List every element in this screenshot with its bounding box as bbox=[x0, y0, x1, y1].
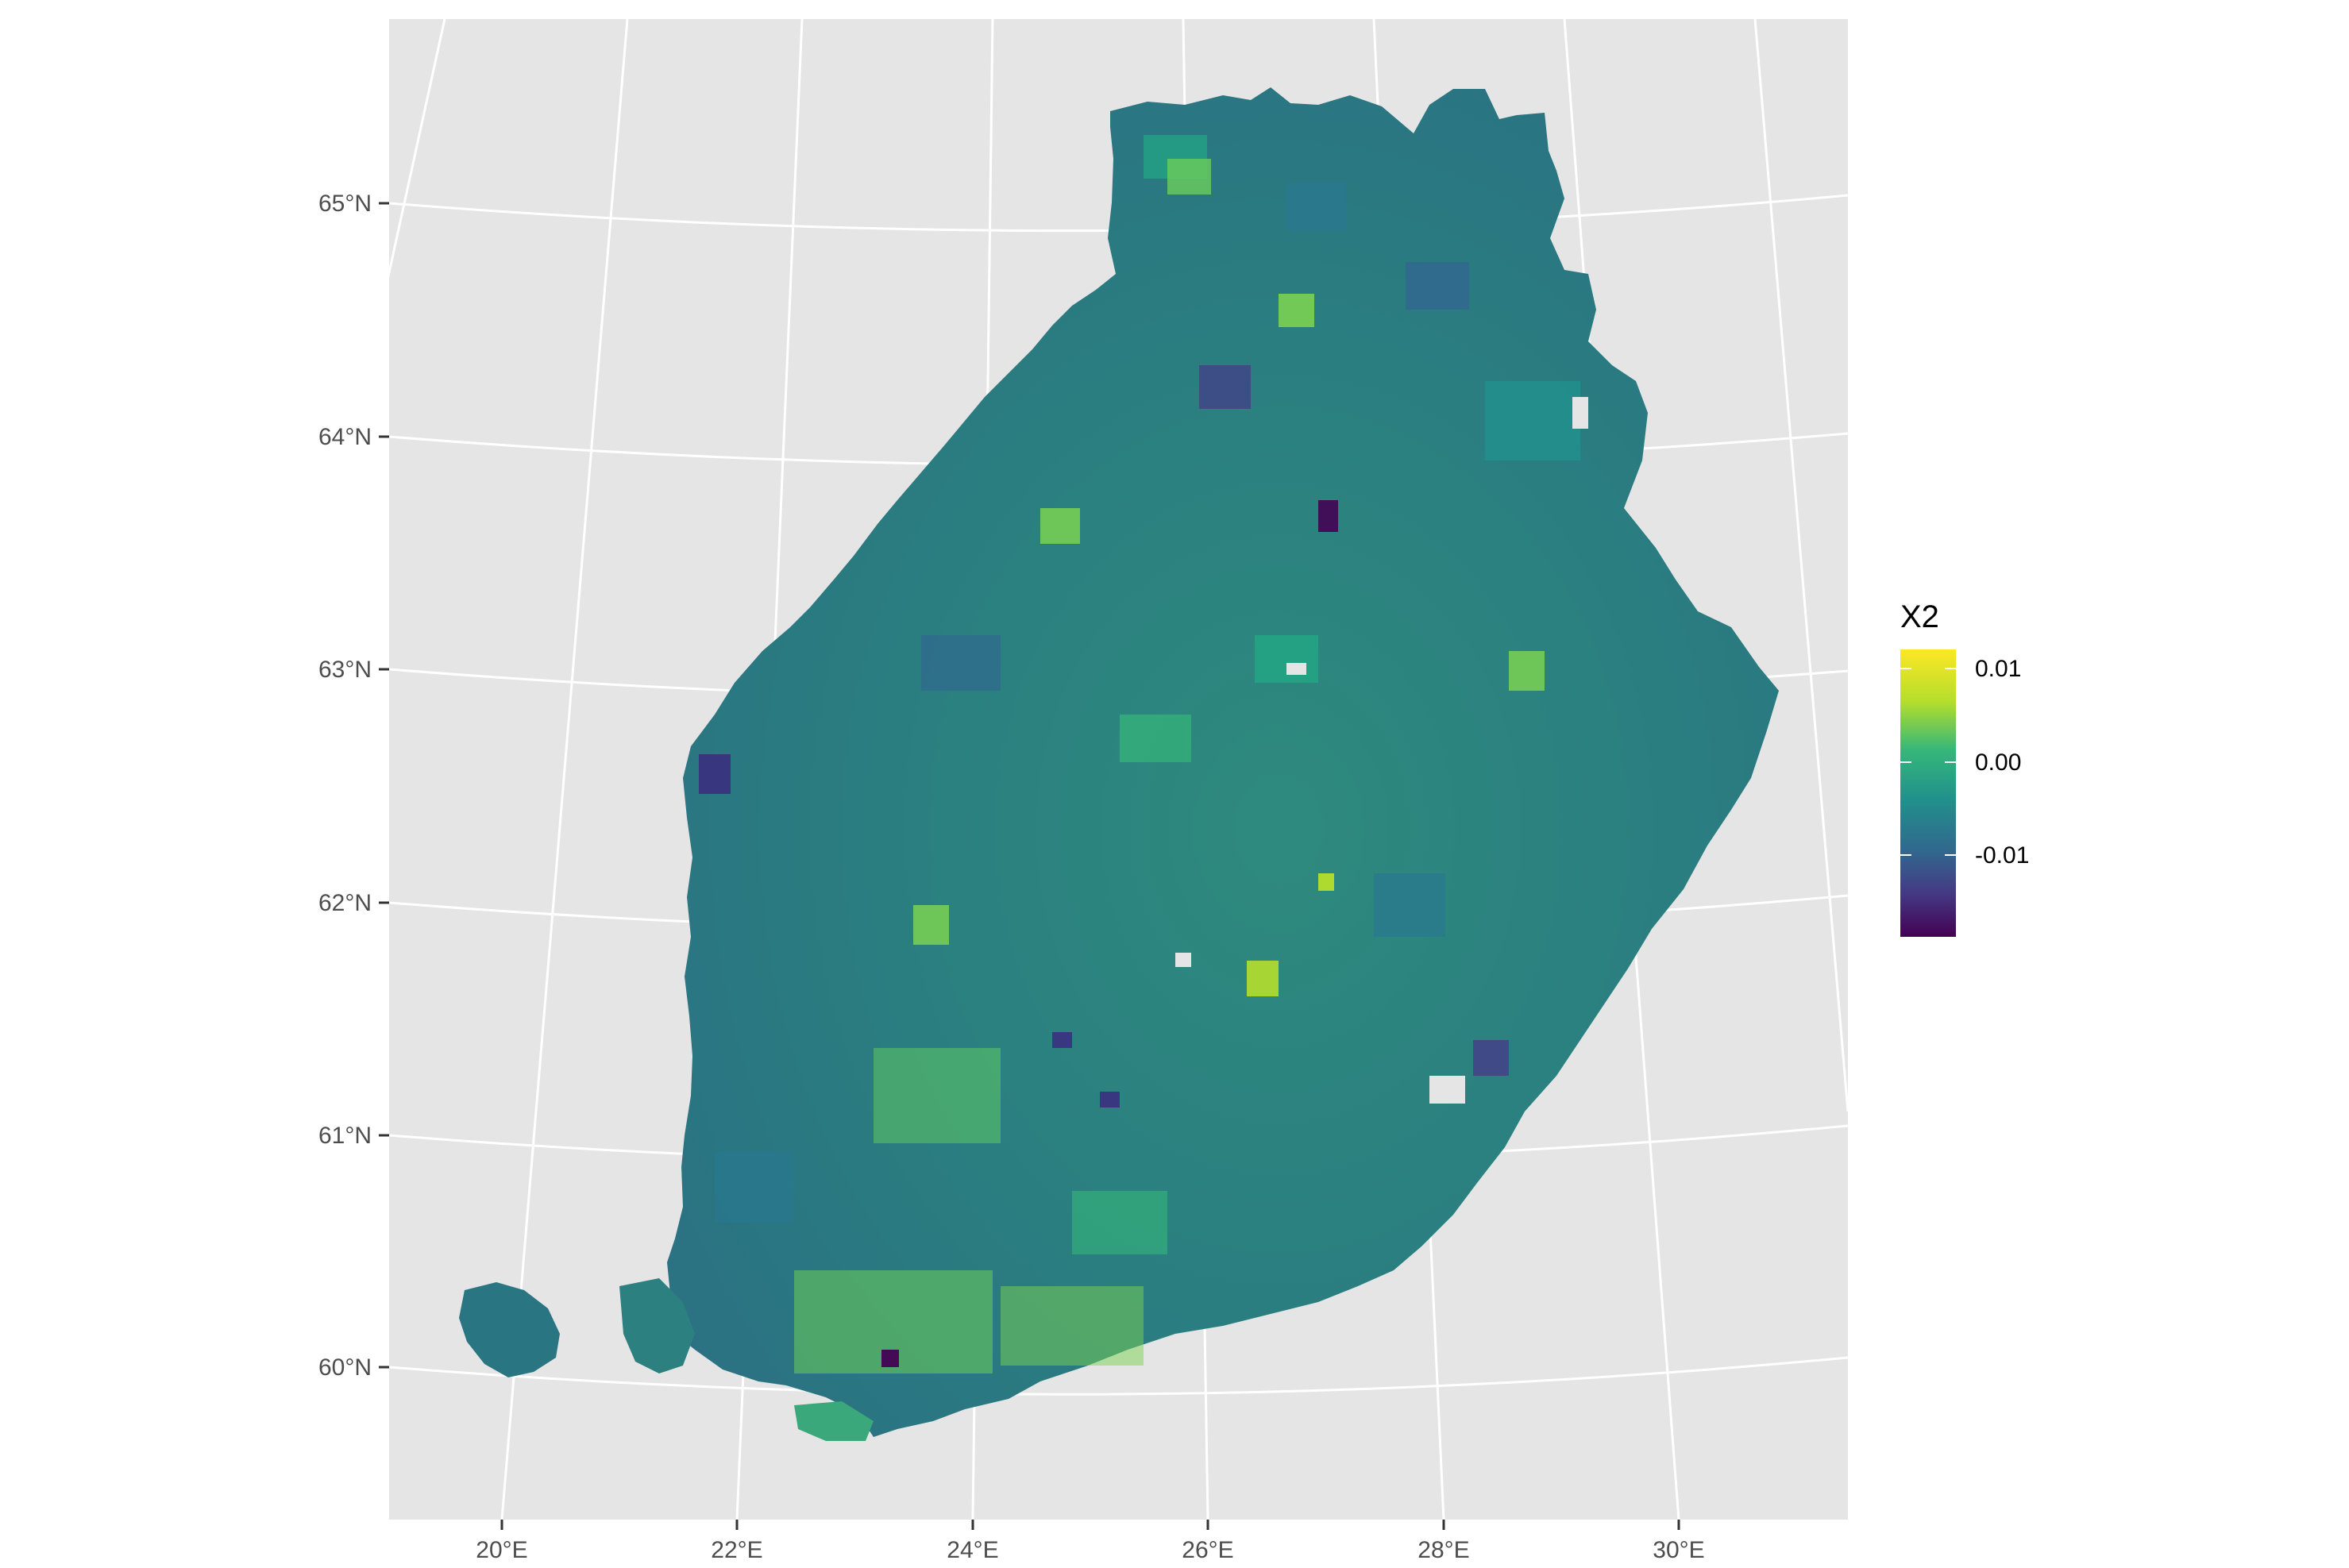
lon-tick-26: 26°E bbox=[1182, 1537, 1233, 1563]
legend-label-high: 0.01 bbox=[1975, 656, 2021, 682]
region-patches bbox=[699, 135, 1588, 1373]
meridian-20e bbox=[500, 19, 629, 1520]
y-axis: 65°N 64°N 63°N 62°N 61°N 60°N bbox=[318, 191, 389, 1381]
legend-label-low: -0.01 bbox=[1975, 842, 2029, 869]
lon-tick-30: 30°E bbox=[1653, 1537, 1704, 1563]
lat-tick-62: 62°N bbox=[318, 890, 372, 916]
parallel-60n bbox=[389, 1356, 1848, 1396]
archipelago-islands bbox=[619, 1278, 695, 1373]
lon-tick-20: 20°E bbox=[476, 1537, 527, 1563]
aland-islands bbox=[459, 1282, 560, 1377]
legend-colorbar bbox=[1900, 649, 1956, 937]
lon-tick-28: 28°E bbox=[1418, 1537, 1469, 1563]
finland-choropleth bbox=[459, 87, 1779, 1441]
lat-tick-65: 65°N bbox=[318, 191, 372, 217]
lon-tick-22: 22°E bbox=[711, 1537, 762, 1563]
x-axis: 20°E 22°E 24°E 26°E 28°E 30°E bbox=[476, 1520, 1705, 1563]
lat-tick-60: 60°N bbox=[318, 1354, 372, 1381]
lat-tick-63: 63°N bbox=[318, 657, 372, 683]
archipelago-south bbox=[794, 1401, 874, 1441]
legend-title: X2 bbox=[1900, 599, 1939, 634]
lat-tick-64: 64°N bbox=[318, 424, 372, 450]
meridian-18e bbox=[389, 19, 446, 279]
meridian-32e bbox=[1753, 19, 1848, 1112]
lon-tick-24: 24°E bbox=[947, 1537, 998, 1563]
lat-tick-61: 61°N bbox=[318, 1123, 372, 1149]
legend-label-mid: 0.00 bbox=[1975, 749, 2021, 776]
legend: X2 0.01 0.00 -0.01 bbox=[1900, 599, 2029, 937]
